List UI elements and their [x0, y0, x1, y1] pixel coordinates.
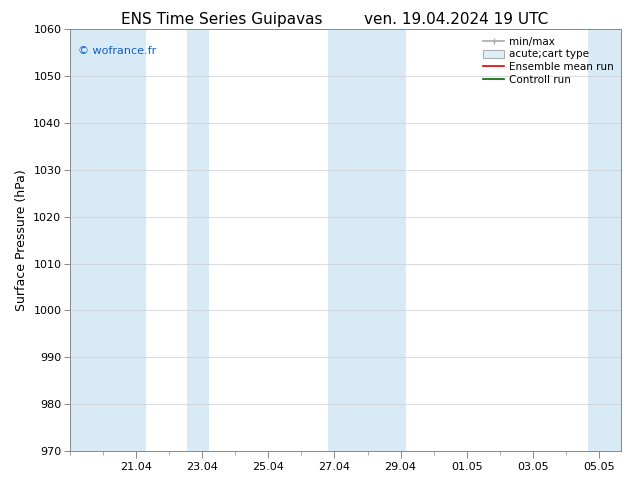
Bar — [70, 29, 146, 451]
Text: © wofrance.fr: © wofrance.fr — [78, 46, 156, 56]
Text: ven. 19.04.2024 19 UTC: ven. 19.04.2024 19 UTC — [365, 12, 548, 27]
Y-axis label: Surface Pressure (hPa): Surface Pressure (hPa) — [15, 169, 28, 311]
Legend: min/max, acute;cart type, Ensemble mean run, Controll run: min/max, acute;cart type, Ensemble mean … — [481, 35, 616, 87]
Bar — [328, 29, 406, 451]
Bar — [588, 29, 621, 451]
Bar — [187, 29, 209, 451]
Text: ENS Time Series Guipavas: ENS Time Series Guipavas — [121, 12, 323, 27]
